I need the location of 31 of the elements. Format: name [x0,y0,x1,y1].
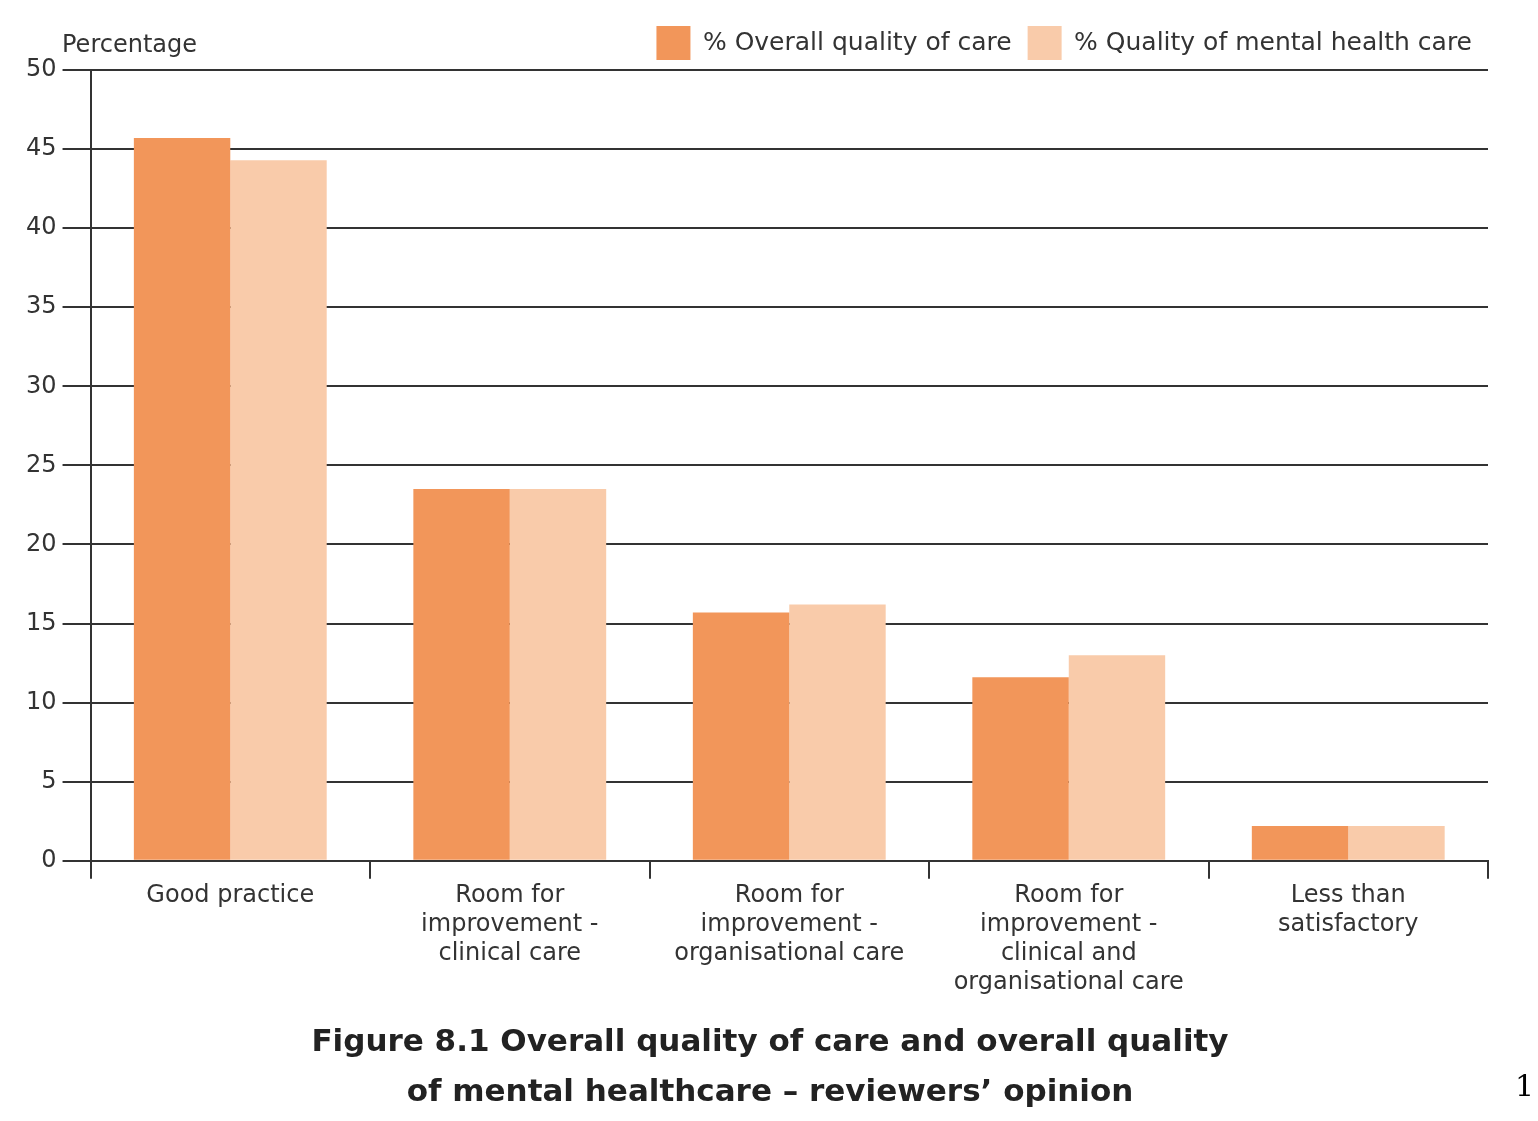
x-tick-label: Room for improvement - clinical care [421,880,599,967]
y-tick-label: 10 [25,686,57,715]
y-tick-label: 25 [25,449,57,478]
bar [509,489,607,860]
x-tick-label: Room for improvement - clinical and organisational care [953,880,1184,995]
bar [1068,655,1166,860]
y-tick-label: 40 [25,212,57,241]
legend-label: % Quality of mental health care [1074,26,1473,56]
y-tick-label: 5 [41,765,57,794]
bar [133,138,231,860]
y-tick-label: 30 [25,370,57,399]
bar [789,604,886,860]
text: 1 [1514,1068,1534,1103]
y-tick-label: 50 [25,54,57,83]
bar [1251,826,1349,860]
y-tick-label: 15 [25,607,57,636]
bar [692,612,790,860]
bar [413,489,510,860]
bar [230,160,327,860]
x-tick-label: Room for improvement - organisational care [674,880,905,967]
y-tick-label: 0 [41,845,57,874]
bar [1348,826,1445,860]
legend-label: % Overall quality of care [702,26,1012,56]
y-tick-label: 35 [25,291,57,320]
y-tick-label: 20 [25,528,57,557]
y-axis-title: Percentage [62,30,198,58]
y-tick-label: 45 [25,133,57,162]
x-tick-label: Less than satisfactory [1278,880,1419,938]
bar [972,677,1069,860]
x-tick-label: Good practice [146,880,315,909]
text: Figure 8.1 Overall quality of care and overall quality of mental healthcare – reviewers’ opinion [310,1021,1230,1110]
